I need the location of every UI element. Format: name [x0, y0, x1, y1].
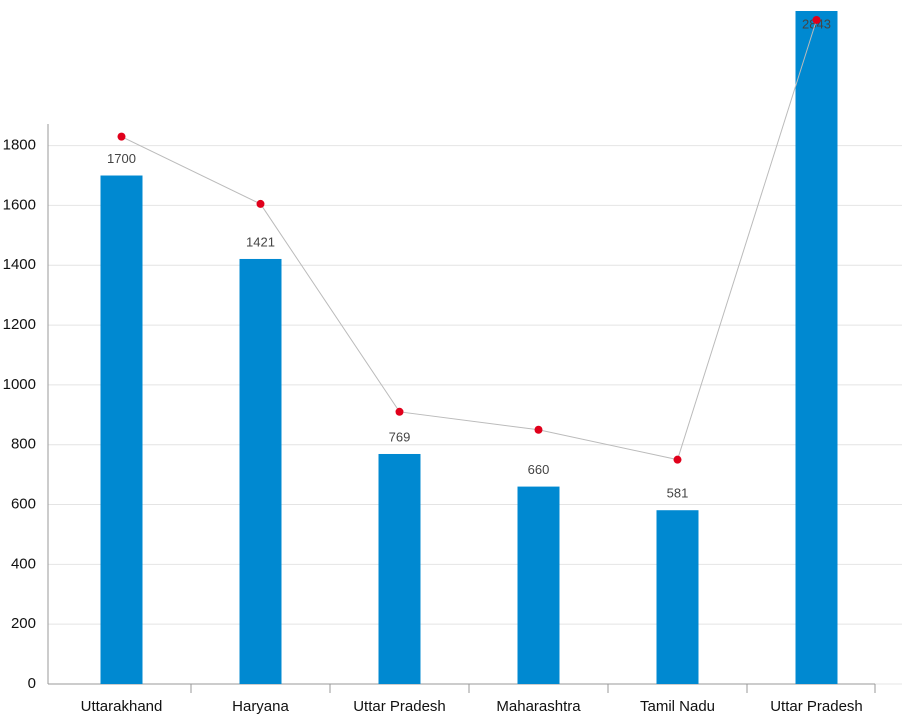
x-tick-label: Haryana — [232, 698, 289, 715]
line-point — [673, 455, 682, 464]
x-tick-label: Maharashtra — [496, 698, 581, 715]
line-point — [534, 425, 543, 434]
line-point — [395, 407, 404, 416]
value-label: 1421 — [246, 234, 275, 249]
x-tick-label: Uttarakhand — [81, 698, 163, 715]
x-tick-label: Tamil Nadu — [640, 698, 715, 715]
value-label: 769 — [389, 429, 411, 444]
y-tick-label: 1600 — [3, 196, 36, 213]
bar — [100, 175, 143, 684]
y-tick-label: 800 — [11, 436, 36, 453]
line — [121, 19, 817, 461]
y-tick-label: 1000 — [3, 376, 36, 393]
plot-area — [100, 11, 838, 685]
line-point — [812, 15, 821, 24]
x-tick-label: Uttar Pradesh — [353, 698, 446, 715]
y-tick-label: 1200 — [3, 316, 36, 333]
value-label: 581 — [667, 486, 689, 501]
bar — [795, 11, 838, 685]
y-tick-label: 0 — [28, 675, 36, 692]
y-tick-label: 600 — [11, 496, 36, 513]
bar — [656, 510, 699, 684]
line-point — [256, 199, 265, 208]
y-tick-label: 200 — [11, 615, 36, 632]
value-label: 660 — [528, 462, 550, 477]
value-label: 1700 — [107, 151, 136, 166]
x-tick-label: Uttar Pradesh — [770, 698, 863, 715]
bar — [239, 258, 282, 684]
bar — [517, 486, 560, 684]
y-tick-label: 400 — [11, 555, 36, 572]
line-point — [117, 132, 126, 141]
y-tick-label: 1400 — [3, 256, 36, 273]
bar — [378, 453, 421, 684]
y-tick-label: 1800 — [3, 137, 36, 154]
